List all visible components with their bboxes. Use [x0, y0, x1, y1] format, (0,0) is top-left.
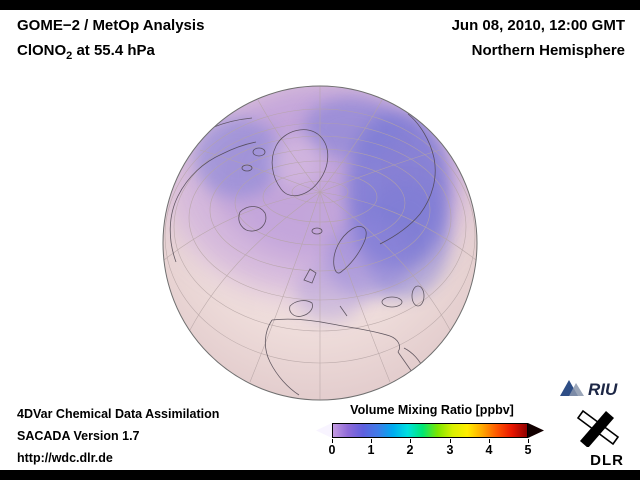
tick-label: 1: [367, 443, 375, 457]
top-black-bar: [0, 0, 640, 10]
colorbar-overflow-arrow: [528, 423, 544, 438]
tick-mark: [371, 439, 372, 443]
assimilation-label: 4DVar Chemical Data Assimilation: [17, 407, 220, 421]
tick-mark: [528, 439, 529, 443]
data-field-layer: [166, 86, 470, 322]
colorbar-gradient: [332, 423, 528, 438]
analysis-title: GOME−2 / MetOp Analysis: [17, 17, 205, 34]
pressure-level: at 55.4 hPa: [72, 42, 155, 59]
dlr-wing-icon: [576, 409, 620, 448]
footer-credits: 4DVar Chemical Data Assimilation SACADA …: [17, 403, 219, 469]
tick-mark: [489, 439, 490, 443]
tick-label: 5: [524, 443, 532, 457]
version-label: SACADA Version 1.7: [17, 429, 140, 443]
species-name: ClONO: [17, 42, 67, 59]
tick-label: 4: [485, 443, 493, 457]
tick-mark: [450, 439, 451, 443]
tick-mark: [410, 439, 411, 443]
bottom-black-bar: [0, 470, 640, 480]
tick-label: 3: [446, 443, 454, 457]
colorbar: Volume Mixing Ratio [ppbv] 0 1 2 3 4 5: [316, 403, 548, 459]
species-level-line: ClONO2 at 55.4 hPa: [17, 38, 204, 69]
colorbar-bar: [316, 422, 548, 439]
hemisphere-label: Northern Hemisphere: [471, 42, 625, 59]
url-label: http://wdc.dlr.de: [17, 451, 113, 465]
dlr-text: DLR: [590, 452, 624, 469]
header-right: Jun 08, 2010, 12:00 GMT Northern Hemisph…: [452, 13, 625, 63]
colorbar-title: Volume Mixing Ratio [ppbv]: [350, 403, 514, 417]
colorbar-underflow-arrow: [316, 423, 332, 438]
header-left: GOME−2 / MetOp Analysis ClONO2 at 55.4 h…: [17, 13, 204, 69]
dlr-logo: DLR: [574, 407, 624, 470]
species-subscript: 2: [66, 50, 73, 62]
coastline-layer: [169, 113, 436, 396]
globe-limb: [162, 85, 478, 401]
tick-label: 0: [328, 443, 336, 457]
colorbar-ticks: 0 1 2 3 4 5: [316, 439, 548, 459]
riu-logo: RIU: [558, 375, 628, 406]
tick-label: 2: [406, 443, 414, 457]
graticule-layer: [163, 86, 477, 400]
riu-text: RIU: [588, 380, 618, 399]
riu-mountains-icon: RIU: [560, 380, 618, 399]
tick-mark: [332, 439, 333, 443]
datetime-label: Jun 08, 2010, 12:00 GMT: [451, 17, 625, 34]
